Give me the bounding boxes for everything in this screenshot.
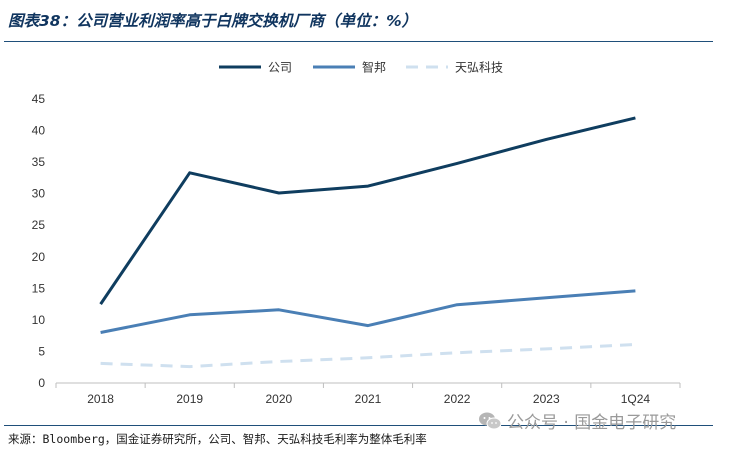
watermark-text: 公众号 · 国金电子研究: [507, 413, 677, 433]
y-tick-label: 5: [38, 344, 45, 358]
legend-label-1: 公司: [268, 61, 292, 75]
x-tick-label: 1Q24: [621, 392, 651, 406]
series-lines: [99, 116, 636, 369]
x-tick-label: 2023: [533, 392, 560, 406]
series-line-3: [100, 343, 636, 369]
legend: 公司 智邦 天弘科技: [219, 60, 503, 75]
title-divider: [4, 41, 713, 42]
chart-title: 图表38：公司营业利润率高于白牌交换机厂商（单位：%）: [8, 12, 418, 30]
watermark: 公众号 · 国金电子研究: [478, 408, 676, 433]
legend-label-3: 天弘科技: [455, 61, 503, 75]
y-tick-label: 20: [32, 250, 46, 264]
wechat-icon: [479, 412, 502, 429]
footer-divider: [4, 425, 713, 426]
y-axis: 0 5 10 15 20 25 30 35 40 45: [32, 92, 46, 390]
x-tick-label: 2019: [176, 392, 203, 406]
y-tick-label: 0: [38, 376, 45, 390]
x-axis: 2018 2019 2020 2021 2022 2023 1Q24: [55, 382, 681, 406]
legend-label-2: 智邦: [362, 60, 386, 75]
x-tick-label: 2021: [355, 392, 382, 406]
x-tick-label: 2018: [87, 392, 114, 406]
y-tick-label: 25: [32, 218, 46, 232]
series-line-2: [100, 289, 636, 334]
y-tick-label: 10: [32, 313, 46, 327]
y-tick-label: 30: [32, 187, 46, 201]
y-tick-label: 15: [32, 281, 46, 295]
series-line-1: [99, 116, 636, 305]
x-tick-label: 2022: [444, 392, 471, 406]
y-tick-label: 35: [32, 155, 46, 169]
source-note: 来源：Bloomberg，国金证券研究所，公司、智邦、天弘科技毛利率为整体毛利率: [8, 432, 427, 446]
x-tick-label: 2020: [266, 392, 293, 406]
y-tick-label: 45: [32, 92, 46, 106]
y-tick-label: 40: [32, 124, 46, 138]
